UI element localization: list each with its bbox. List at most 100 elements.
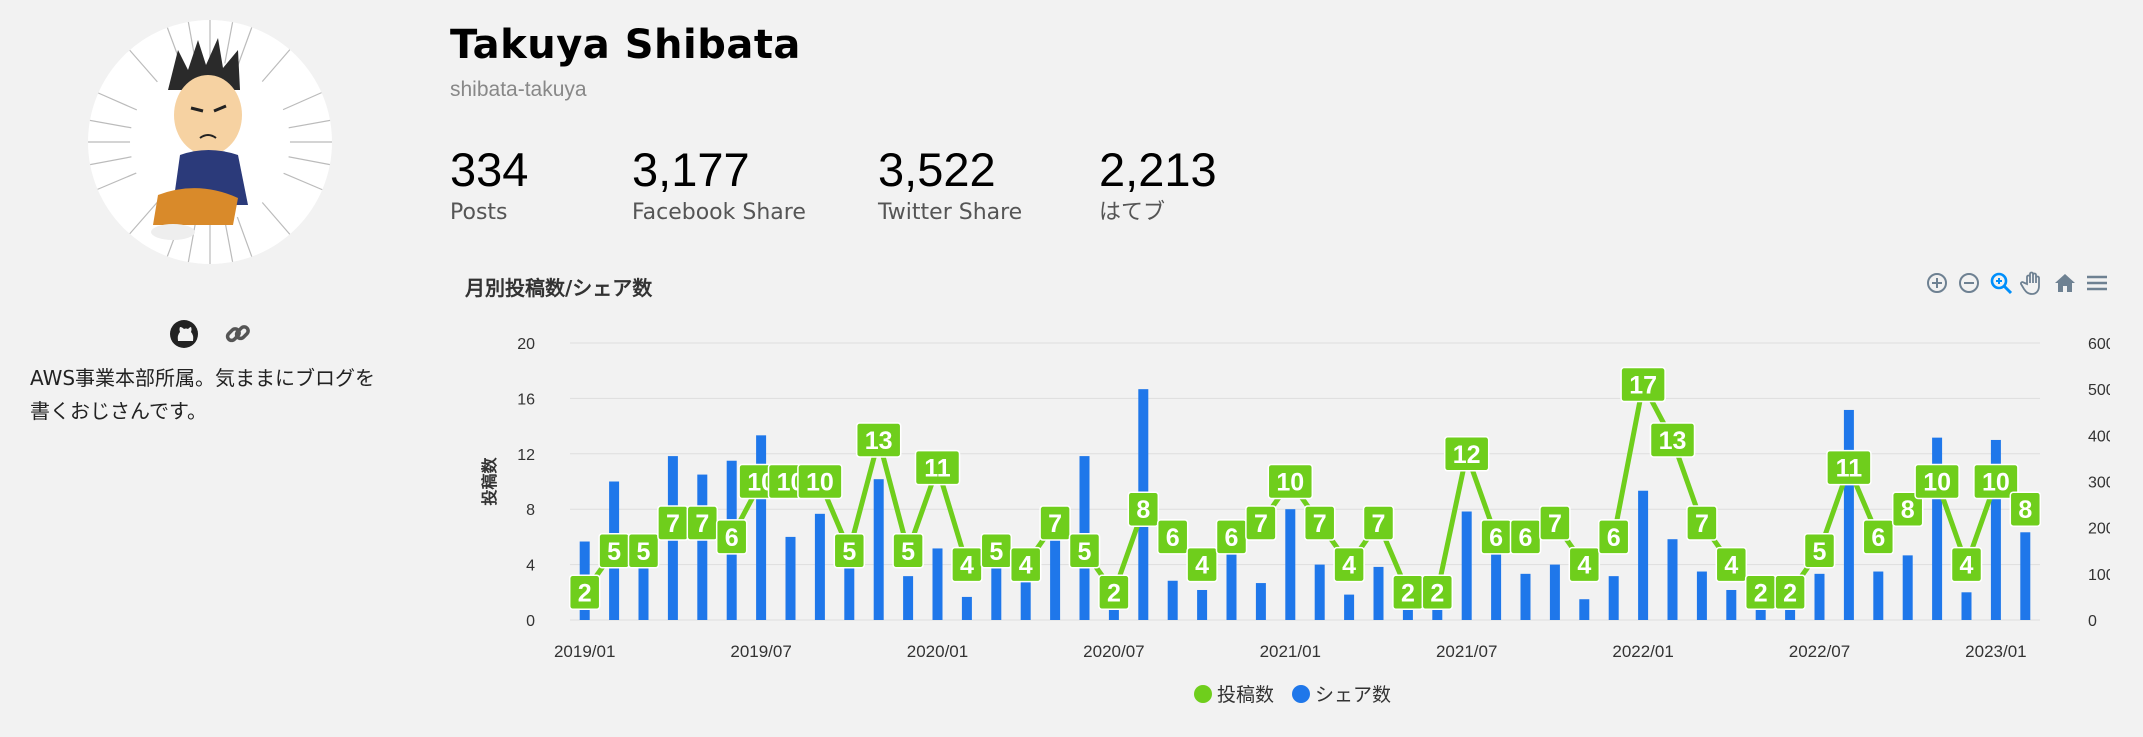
selection-zoom-icon[interactable] [1988,270,2014,296]
y-tick-left: 16 [517,391,535,408]
posts-label-box [1068,533,1101,569]
posts-label-box [1267,463,1314,500]
y-tick-right: 600 [2088,336,2110,353]
posts-data-label: 5 [607,538,621,566]
posts-label-box [855,422,902,458]
posts-data-label: 10 [1923,469,1951,497]
posts-data-label: 2 [578,579,592,607]
posts-label-box [1245,505,1277,541]
legend-label: シェア数 [1315,684,1392,706]
posts-label-box [1891,491,1924,527]
posts-data-label: 2 [1783,579,1797,607]
posts-data-label: 5 [842,538,856,566]
stat-hatena: 2,213 はてブ [1099,140,1217,226]
posts-data-label: 5 [901,538,915,566]
x-tick-label: 2022/07 [1789,642,1850,661]
menu-icon[interactable] [2084,270,2110,296]
share-bar [1344,594,1355,620]
posts-label-box [1421,574,1454,611]
x-tick-label: 2022/01 [1612,642,1673,661]
share-bar [1020,573,1031,620]
y-tick-right: 200 [2088,521,2110,538]
posts-label-box [1156,519,1189,555]
avatar [88,20,332,264]
posts-label-box [1686,505,1718,541]
posts-label-box [2009,491,2042,527]
share-bar [1873,571,1884,620]
y-tick-left: 4 [526,558,535,575]
posts-label-box [1098,574,1130,611]
share-bar [1843,409,1854,620]
posts-data-label: 2 [1754,579,1768,607]
profile-bio: AWS事業本部所属。気ままにブログを 書くおじさんです。 [30,362,400,428]
posts-data-label: 4 [1960,552,1974,580]
posts-data-label: 8 [1901,496,1915,524]
share-bar [1608,576,1619,620]
posts-data-label: 6 [1225,524,1239,552]
zoom-in-icon[interactable] [1924,270,1950,296]
posts-data-label: 10 [1276,469,1304,497]
posts-data-label: 4 [1019,552,1033,580]
share-bar [1990,439,2001,620]
posts-data-label: 7 [1548,510,1562,538]
posts-data-label: 5 [989,538,1003,566]
share-bar [1108,603,1119,620]
share-bar [785,536,796,620]
posts-data-label: 2 [1430,579,1444,607]
stat-label: Facebook Share [632,200,806,225]
posts-data-label: 4 [1724,552,1738,580]
stat-label: Twitter Share [878,200,1023,225]
zoom-out-icon[interactable] [1956,270,1982,296]
link-icon[interactable] [222,318,254,350]
posts-data-label: 6 [1166,524,1180,552]
posts-data-label: 5 [1078,538,1092,566]
stat-label: はてブ [1099,200,1166,225]
share-bar [1638,490,1649,620]
posts-data-label: 7 [1048,510,1062,538]
posts-data-label: 12 [1453,441,1481,469]
posts-data-label: 8 [2018,496,2032,524]
y-tick-right: 500 [2088,382,2110,399]
posts-data-label: 6 [1607,524,1621,552]
share-bar [1167,580,1178,620]
share-bar [1726,589,1737,620]
share-bar [1667,539,1678,620]
share-bar [1961,592,1972,620]
posts-data-label: 7 [695,510,709,538]
social-links [168,318,254,350]
share-bar [991,559,1002,620]
y-tick-left: 20 [517,336,535,353]
y-tick-left: 12 [517,447,535,464]
reset-home-icon[interactable] [2052,270,2078,296]
posts-label-box [1186,546,1218,583]
posts-label-box [1774,574,1806,611]
posts-data-label: 11 [924,455,951,483]
share-bar [1226,548,1237,620]
x-tick-label: 2023/01 [1965,642,2026,661]
posts-label-box [1950,546,1983,583]
posts-label-box [627,533,660,569]
legend-item-posts[interactable]: 投稿数 [1194,680,1274,707]
posts-data-label: 8 [1136,496,1150,524]
posts-label-box [1803,533,1836,569]
posts-data-label: 2 [1107,579,1121,607]
chart-title: 月別投稿数/シェア数 [465,276,653,300]
share-bar [844,559,855,620]
posts-data-label: 7 [666,510,680,538]
share-bar [1255,583,1266,620]
share-bar [697,474,708,620]
x-tick-label: 2019/07 [730,642,791,661]
posts-data-label: 13 [865,427,893,455]
share-bar [961,596,972,620]
legend-item-shares[interactable]: シェア数 [1292,680,1391,707]
stat-value: 334 [450,143,529,196]
posts-data-label: 7 [1695,510,1709,538]
pan-hand-icon[interactable] [2020,270,2046,296]
chart-toolbar [1924,270,2110,296]
github-icon[interactable] [168,318,200,350]
bio-line: AWS事業本部所属。気ままにブログを [30,366,376,390]
share-bar [1285,509,1296,620]
y-tick-right: 400 [2088,428,2110,445]
chart-area: 0481216200100200300400500600投稿数シェア数25577… [480,336,2110,661]
posts-label-box [1914,463,1960,500]
